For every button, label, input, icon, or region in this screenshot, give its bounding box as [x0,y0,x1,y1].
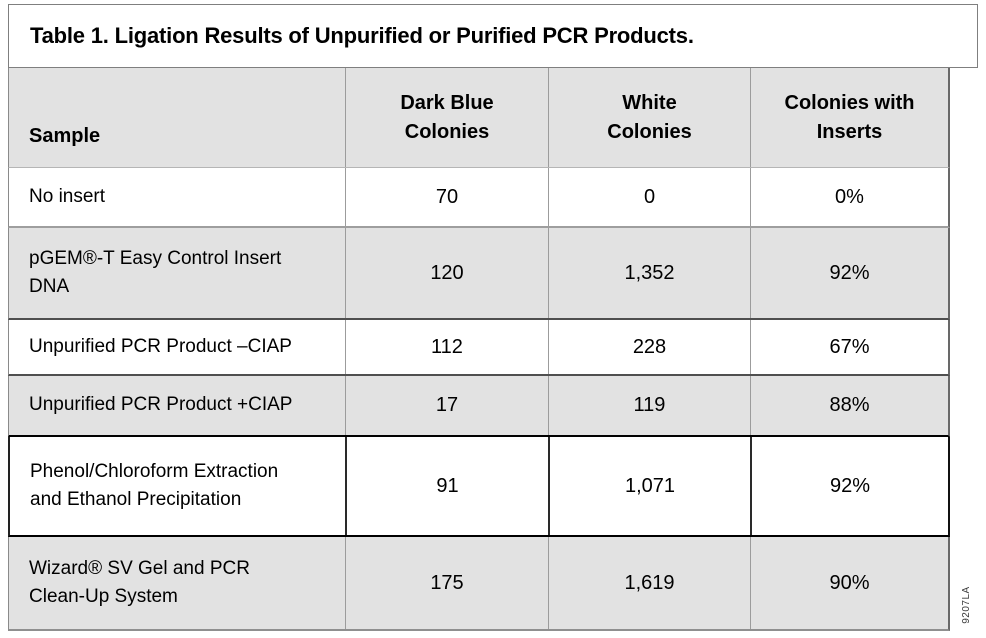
header-line: Dark Blue [400,91,494,114]
cell-sample: Phenol/Chloroform Extraction and Ethanol… [10,437,347,535]
cell-sample: No insert [9,168,346,226]
header-white-colonies: White Colonies [549,68,751,167]
cell-dark-blue: 91 [347,437,550,535]
cell-dark-blue: 17 [346,376,549,435]
title-bar: Table 1. Ligation Results of Unpurified … [8,4,978,68]
cell-white: 228 [549,320,751,374]
cell-inserts: 88% [751,376,948,435]
table-row: pGEM®-T Easy Control Insert DNA 120 1,35… [8,228,950,320]
table-row: No insert 70 0 0% [8,168,950,228]
table-row: Unpurified PCR Product –CIAP 112 228 67% [8,320,950,376]
cell-white: 1,352 [549,228,751,318]
table-row: Wizard® SV Gel and PCR Clean-Up System 1… [8,537,950,631]
cell-inserts: 67% [829,335,870,358]
cell-dark-blue: 120 [346,228,549,318]
table-header-row: Sample Dark Blue Colonies White Colonies… [8,68,950,168]
cell-white: 119 [549,376,751,435]
cell-inserts: 0% [835,185,864,208]
header-line: Colonies [404,120,490,143]
figure-id-vertical-label: 9207LA [961,586,972,624]
table-title: Table 1. Ligation Results of Unpurified … [30,23,694,48]
cell-dark-blue: 112 [346,320,549,374]
header-dark-blue-colonies: Dark Blue Colonies [346,68,549,167]
results-table: Sample Dark Blue Colonies White Colonies… [8,68,950,631]
header-sample: Sample [9,68,346,167]
header-line: White [622,91,677,114]
header-line: Colonies [607,120,692,143]
table-row: Unpurified PCR Product +CIAP 17 119 88% [8,376,950,437]
header-colonies-with-inserts: Colonies with Inserts [751,68,948,167]
cell-inserts: 92% [829,474,871,497]
cell-dark-blue: 175 [346,537,549,629]
cell-sample: Wizard® SV Gel and PCR Clean-Up System [9,537,346,629]
cell-sample: pGEM®-T Easy Control Insert DNA [9,228,346,318]
cell-sample: Unpurified PCR Product +CIAP [9,376,346,435]
cell-white: 1,619 [549,537,751,629]
cell-dark-blue: 70 [346,168,549,226]
header-line: Colonies with [784,91,915,114]
cell-inserts: 90% [751,537,948,629]
cell-white: 0 [549,168,751,226]
cell-inserts: 92% [751,228,948,318]
header-line: Inserts [816,120,883,143]
cell-white: 1,071 [550,437,752,535]
cell-sample: Unpurified PCR Product –CIAP [9,320,346,374]
table-row-highlighted: Phenol/Chloroform Extraction and Ethanol… [8,437,950,537]
